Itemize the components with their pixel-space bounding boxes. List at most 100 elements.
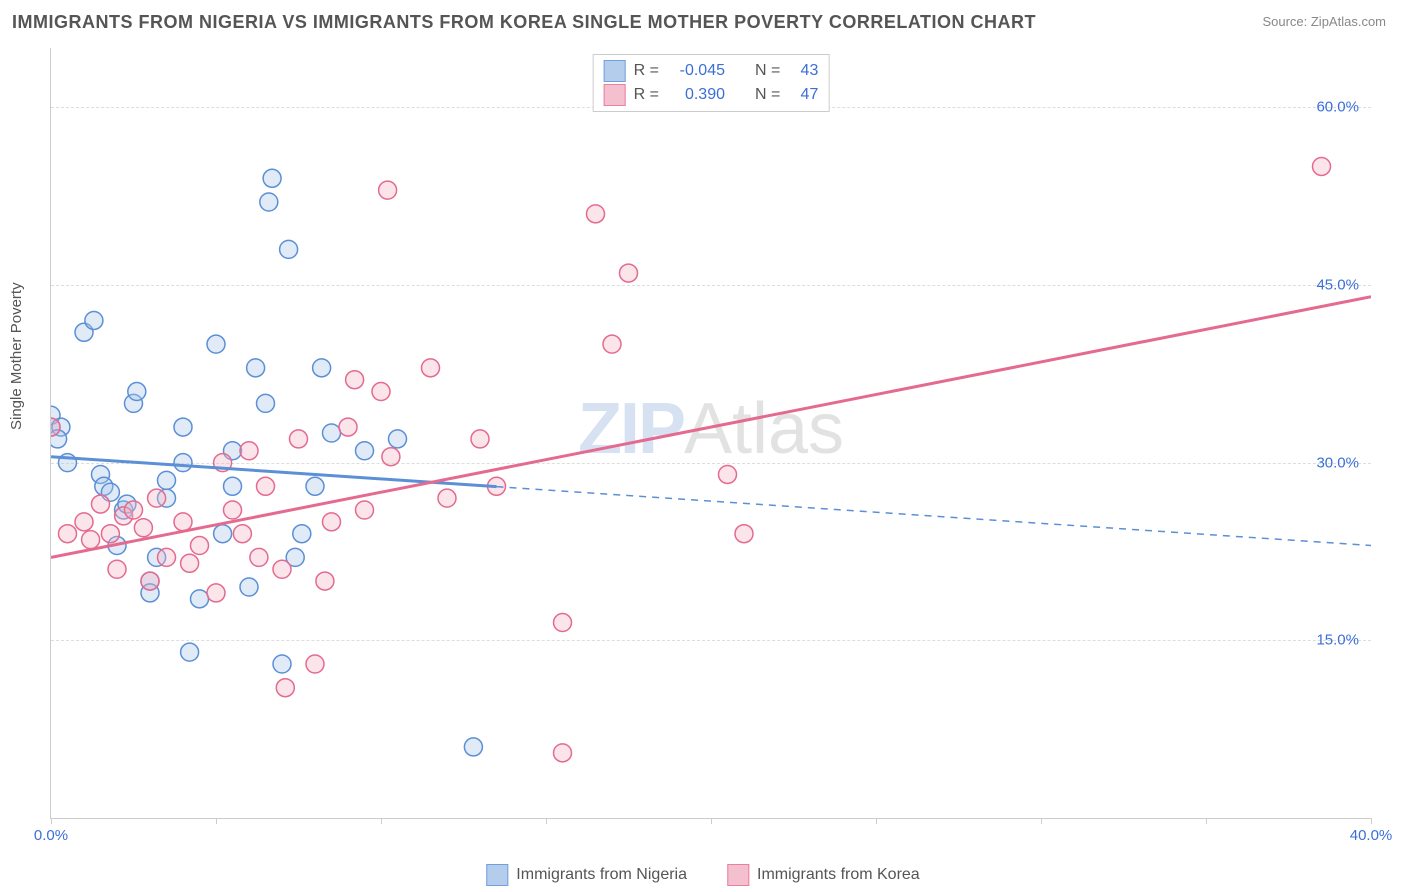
data-point — [250, 548, 268, 566]
x-tick — [216, 818, 217, 824]
data-point — [125, 501, 143, 519]
data-point — [240, 442, 258, 460]
data-point — [323, 513, 341, 531]
y-axis-label: Single Mother Poverty — [8, 282, 25, 430]
data-point — [148, 489, 166, 507]
x-tick — [1206, 818, 1207, 824]
data-point — [323, 424, 341, 442]
data-point — [191, 590, 209, 608]
data-point — [134, 519, 152, 537]
data-point — [174, 418, 192, 436]
data-point — [181, 643, 199, 661]
data-point — [191, 537, 209, 555]
data-point — [422, 359, 440, 377]
data-point — [257, 394, 275, 412]
data-point — [313, 359, 331, 377]
chart-svg — [51, 48, 1371, 818]
data-point — [280, 240, 298, 258]
data-point — [224, 477, 242, 495]
data-point — [620, 264, 638, 282]
data-point — [59, 525, 77, 543]
plot-area: ZIPAtlas R = -0.045 N = 43 R = 0.390 N =… — [50, 48, 1371, 819]
data-point — [379, 181, 397, 199]
data-point — [247, 359, 265, 377]
regression-line-extrapolated — [497, 487, 1372, 546]
legend-swatch — [604, 60, 626, 82]
data-point — [587, 205, 605, 223]
data-point — [207, 335, 225, 353]
data-point — [128, 383, 146, 401]
data-point — [464, 738, 482, 756]
data-point — [306, 655, 324, 673]
data-point — [92, 495, 110, 513]
data-point — [174, 454, 192, 472]
n-label: N = — [755, 83, 780, 107]
data-point — [260, 193, 278, 211]
data-point — [85, 311, 103, 329]
data-point — [735, 525, 753, 543]
source-attribution: Source: ZipAtlas.com — [1262, 14, 1386, 29]
legend-swatch — [604, 84, 626, 106]
x-tick-label: 40.0% — [1350, 827, 1393, 844]
legend-stats: R = -0.045 N = 43 R = 0.390 N = 47 — [593, 54, 830, 112]
r-value: 0.390 — [667, 83, 725, 107]
data-point — [158, 471, 176, 489]
data-point — [263, 169, 281, 187]
data-point — [290, 430, 308, 448]
data-point — [158, 548, 176, 566]
data-point — [257, 477, 275, 495]
legend-swatch — [486, 864, 508, 886]
data-point — [276, 679, 294, 697]
data-point — [471, 430, 489, 448]
legend-series-item: Immigrants from Korea — [727, 864, 920, 886]
data-point — [101, 525, 119, 543]
data-point — [82, 531, 100, 549]
x-tick-label: 0.0% — [34, 827, 68, 844]
legend-series-label: Immigrants from Nigeria — [516, 866, 687, 884]
r-label: R = — [634, 59, 659, 83]
data-point — [174, 513, 192, 531]
data-point — [372, 383, 390, 401]
data-point — [389, 430, 407, 448]
data-point — [356, 442, 374, 460]
data-point — [273, 655, 291, 673]
data-point — [293, 525, 311, 543]
data-point — [554, 744, 572, 762]
data-point — [554, 614, 572, 632]
data-point — [339, 418, 357, 436]
x-tick — [381, 818, 382, 824]
data-point — [719, 465, 737, 483]
data-point — [108, 560, 126, 578]
data-point — [346, 371, 364, 389]
data-point — [382, 448, 400, 466]
legend-swatch — [727, 864, 749, 886]
data-point — [1313, 157, 1331, 175]
legend-series-label: Immigrants from Korea — [757, 866, 920, 884]
x-tick — [876, 818, 877, 824]
data-point — [240, 578, 258, 596]
regression-line — [51, 297, 1371, 558]
r-value: -0.045 — [667, 59, 725, 83]
x-tick — [1041, 818, 1042, 824]
data-point — [214, 525, 232, 543]
data-point — [603, 335, 621, 353]
data-point — [316, 572, 334, 590]
data-point — [356, 501, 374, 519]
data-point — [224, 501, 242, 519]
r-label: R = — [634, 83, 659, 107]
data-point — [306, 477, 324, 495]
data-point — [141, 572, 159, 590]
legend-series: Immigrants from Nigeria Immigrants from … — [486, 864, 919, 886]
data-point — [233, 525, 251, 543]
x-tick — [546, 818, 547, 824]
legend-stat-row: R = 0.390 N = 47 — [604, 83, 819, 107]
data-point — [181, 554, 199, 572]
x-tick — [1371, 818, 1372, 824]
data-point — [207, 584, 225, 602]
x-tick — [51, 818, 52, 824]
x-tick — [711, 818, 712, 824]
n-value: 47 — [788, 83, 818, 107]
n-value: 43 — [788, 59, 818, 83]
legend-series-item: Immigrants from Nigeria — [486, 864, 687, 886]
data-point — [75, 513, 93, 531]
